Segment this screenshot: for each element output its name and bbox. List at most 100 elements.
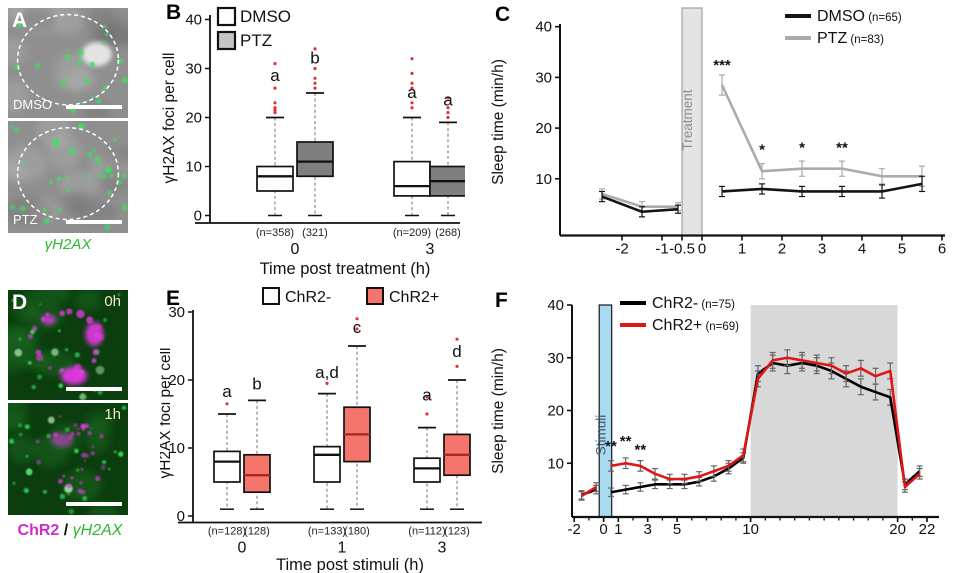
svg-text:20: 20 bbox=[547, 403, 564, 420]
svg-text:(321): (321) bbox=[302, 227, 328, 239]
svg-text:0: 0 bbox=[194, 208, 202, 225]
svg-text:4: 4 bbox=[858, 241, 866, 258]
svg-text:d: d bbox=[452, 342, 461, 361]
svg-text:**: ** bbox=[605, 438, 617, 455]
outlier-dot bbox=[325, 381, 329, 385]
micrograph-0h: D 0h bbox=[8, 290, 128, 400]
outlier-dot bbox=[225, 402, 229, 406]
legend-swatch bbox=[216, 6, 237, 27]
svg-text:**: ** bbox=[836, 139, 848, 156]
svg-text:30: 30 bbox=[547, 350, 564, 367]
svg-text:5: 5 bbox=[898, 241, 906, 258]
svg-text:-0.5: -0.5 bbox=[669, 241, 695, 258]
micrograph-dmso-image bbox=[8, 8, 128, 118]
svg-text:(128): (128) bbox=[244, 526, 270, 538]
series-DMSO bbox=[601, 195, 679, 214]
svg-text:Stimuli: Stimuli bbox=[593, 415, 608, 456]
outlier-dot bbox=[446, 115, 450, 120]
svg-text:1: 1 bbox=[738, 241, 746, 258]
svg-text:20: 20 bbox=[535, 120, 552, 137]
micrograph-ptz: PTZ bbox=[8, 121, 128, 233]
outlier-dot bbox=[313, 47, 317, 51]
svg-text:Treatment: Treatment bbox=[680, 89, 695, 150]
panel-F-letter: F bbox=[495, 289, 508, 312]
legend-swatch bbox=[366, 287, 384, 305]
svg-text:b: b bbox=[252, 375, 261, 394]
band-Stimuli bbox=[598, 304, 613, 518]
svg-text:1: 1 bbox=[614, 521, 622, 538]
svg-text:10: 10 bbox=[168, 440, 185, 457]
svg-text:10: 10 bbox=[535, 171, 552, 188]
chr2-caption-part: ChR2 bbox=[17, 522, 60, 539]
outlier-dot bbox=[410, 57, 414, 61]
micrograph-0h-image bbox=[8, 290, 128, 400]
svg-text:***: *** bbox=[713, 57, 731, 74]
outlier-dot bbox=[313, 81, 317, 85]
svg-text:40: 40 bbox=[535, 19, 552, 36]
box-ChR2+-0 bbox=[243, 453, 271, 494]
outlier-dot bbox=[410, 71, 414, 75]
legend-swatch bbox=[216, 30, 237, 51]
plot-F: Stimuli 10 20 30 40 -2 0 1 3 5 10 20 22 Sleep time (m… bbox=[490, 295, 939, 538]
svg-text:a: a bbox=[422, 385, 432, 404]
svg-text:-2: -2 bbox=[615, 241, 628, 258]
svg-text:30: 30 bbox=[168, 304, 185, 321]
panel-D: D 0h 1h ChR2 / γH2AX bbox=[0, 285, 160, 573]
outlier-dot bbox=[273, 108, 277, 112]
panel-A-letter: A bbox=[12, 9, 28, 32]
svg-text:Time post stimuli (h): Time post stimuli (h) bbox=[276, 556, 424, 573]
outlier-dot bbox=[455, 337, 459, 341]
outlier-dot bbox=[313, 86, 317, 90]
svg-text:(n=133): (n=133) bbox=[308, 526, 346, 538]
svg-text:40: 40 bbox=[547, 297, 564, 314]
svg-text:a: a bbox=[222, 382, 232, 401]
svg-text:(n=112): (n=112) bbox=[408, 526, 445, 538]
series-PTZ bbox=[720, 84, 922, 178]
box-PTZ-0 bbox=[296, 141, 334, 178]
box-ChR2--1 bbox=[313, 445, 341, 483]
svg-text:b: b bbox=[310, 49, 319, 68]
panel-C-letter: C bbox=[495, 3, 511, 26]
plot-C: Treatment 10 20 30 40 -2 -1 -0.5 0 1 2 3 4 5 6 Sleep ti… bbox=[490, 7, 946, 258]
svg-text:ChR2+: ChR2+ bbox=[389, 289, 439, 306]
outlier-dot bbox=[446, 106, 450, 110]
outlier-dot bbox=[355, 317, 359, 321]
svg-text:22: 22 bbox=[919, 521, 936, 538]
svg-text:(n=358): (n=358) bbox=[256, 227, 294, 239]
box-DMSO-0 bbox=[256, 165, 294, 192]
svg-text:10: 10 bbox=[547, 455, 564, 472]
outlier-dot bbox=[455, 364, 459, 368]
svg-text:(n=209): (n=209) bbox=[393, 227, 431, 239]
svg-text:10: 10 bbox=[742, 521, 759, 538]
box-ChR2--0 bbox=[213, 450, 241, 483]
svg-text:0: 0 bbox=[177, 508, 185, 525]
svg-text:a: a bbox=[270, 66, 280, 85]
svg-text:1: 1 bbox=[338, 540, 347, 557]
svg-text:-1: -1 bbox=[655, 241, 668, 258]
svg-text:a: a bbox=[443, 91, 453, 110]
micrograph-0h-tag: 0h bbox=[104, 293, 121, 310]
svg-text:6: 6 bbox=[938, 241, 946, 258]
micrograph-1h-image bbox=[8, 403, 128, 515]
svg-text:Sleep time (min/h): Sleep time (min/h) bbox=[490, 348, 507, 474]
svg-text:DMSO (n=65): DMSO (n=65) bbox=[817, 8, 902, 25]
micrograph-dmso-tag: DMSO bbox=[13, 97, 52, 112]
svg-text:Time post treatment (h): Time post treatment (h) bbox=[260, 260, 431, 278]
outlier-dot bbox=[410, 86, 414, 90]
svg-text:30: 30 bbox=[535, 69, 552, 86]
svg-text:a: a bbox=[407, 83, 417, 102]
svg-text:*: * bbox=[759, 141, 765, 158]
micrograph-ptz-image bbox=[8, 121, 128, 233]
panel-A-caption: γH2AX bbox=[44, 236, 92, 253]
panel-A: A DMSO PTZ γH2AX bbox=[0, 0, 160, 285]
svg-text:10: 10 bbox=[185, 159, 202, 176]
svg-text:3: 3 bbox=[438, 540, 447, 557]
svg-text:**: ** bbox=[620, 433, 632, 450]
svg-text:PTZ (n=83): PTZ (n=83) bbox=[817, 30, 884, 47]
svg-text:0: 0 bbox=[291, 241, 300, 258]
micrograph-dmso: A DMSO bbox=[8, 8, 128, 118]
svg-text:**: ** bbox=[635, 441, 647, 458]
svg-text:(268): (268) bbox=[435, 227, 461, 239]
caption-separator: / bbox=[59, 522, 73, 539]
